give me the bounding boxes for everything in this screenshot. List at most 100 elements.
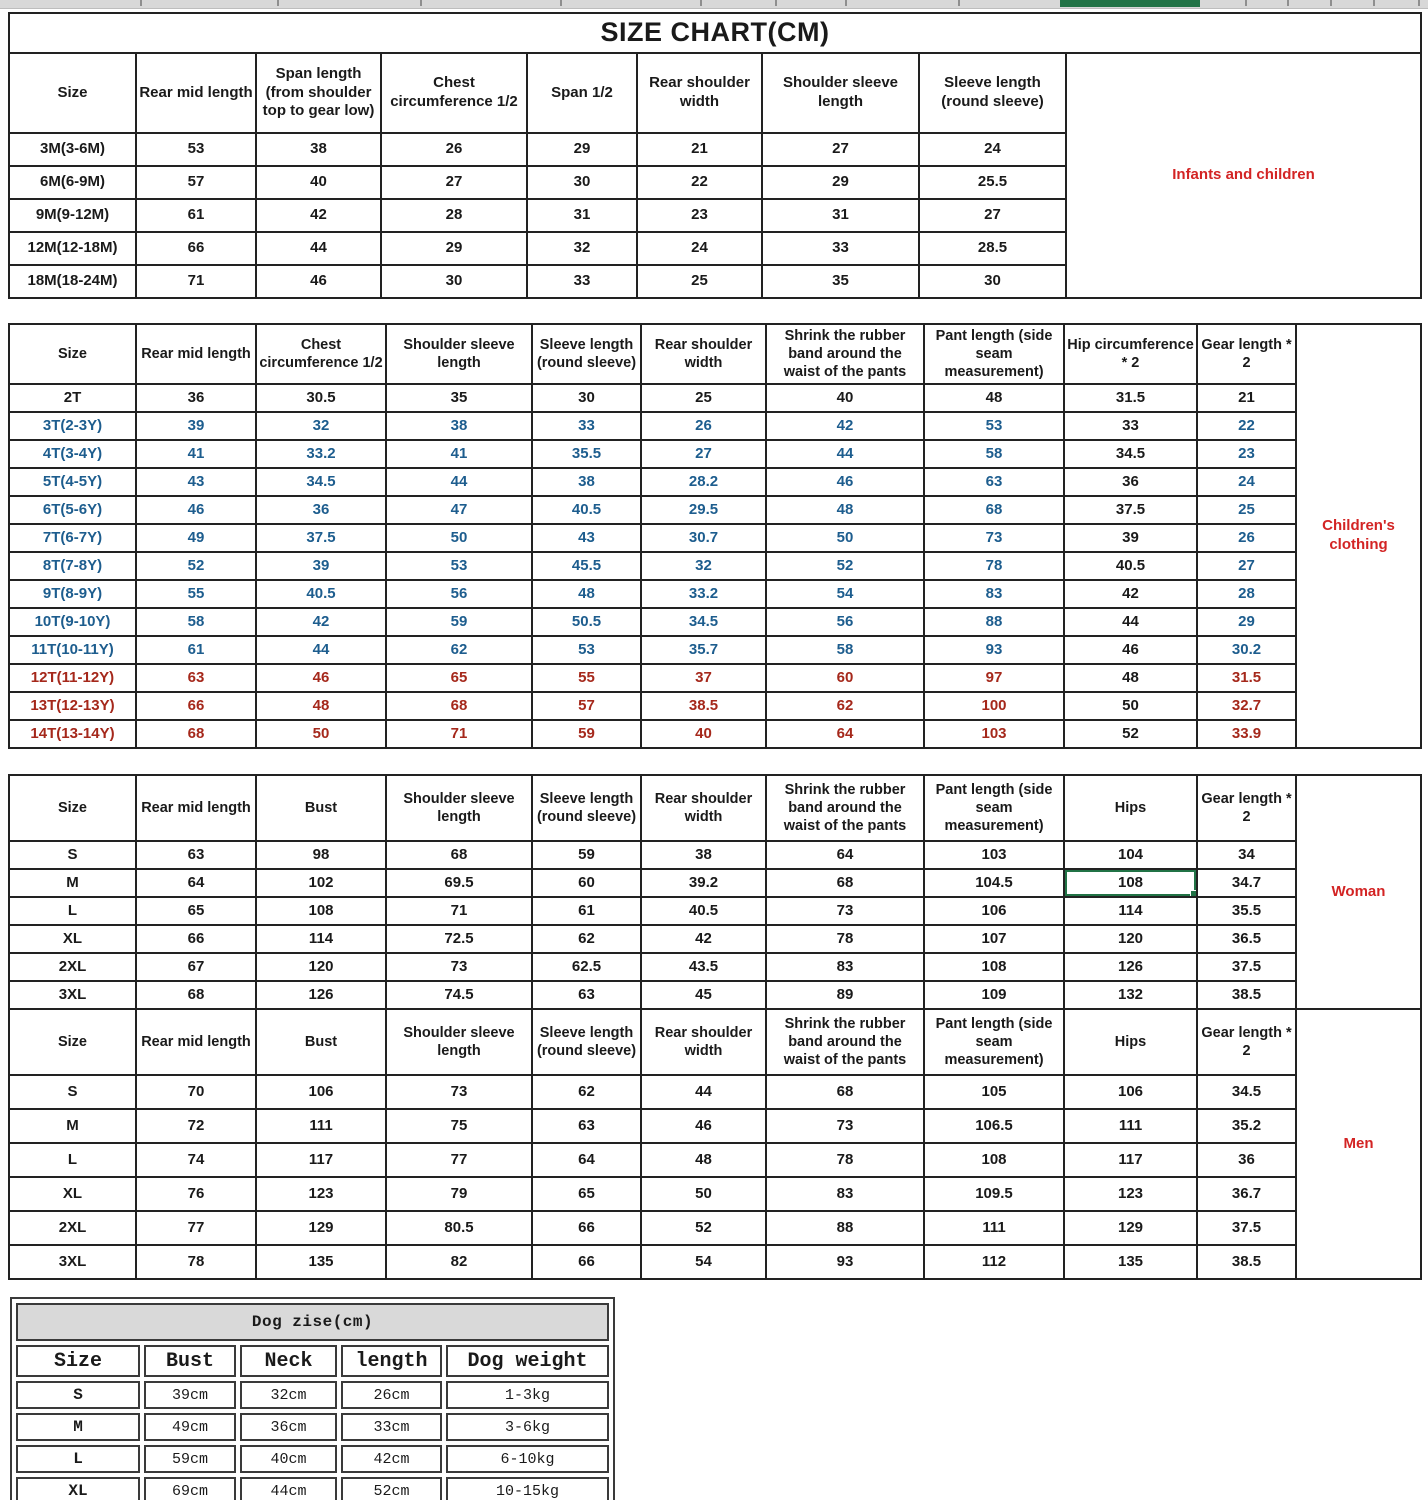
size-cell: M: [8, 868, 137, 898]
value-cell: 42: [640, 924, 767, 954]
value-cell: 73: [765, 896, 925, 926]
size-cell: M: [16, 1413, 140, 1441]
value-cell: 50: [765, 523, 925, 553]
value-cell: 114: [255, 924, 387, 954]
value-cell: 36.7: [1196, 1176, 1297, 1212]
column-header: Size: [8, 323, 137, 385]
value-cell: 38: [385, 411, 533, 441]
value-cell: 35: [761, 264, 920, 299]
value-cell: 37.5: [255, 523, 387, 553]
value-cell: 46: [255, 264, 382, 299]
value-cell: 62.5: [531, 952, 642, 982]
table-row: L 65 108 71 61 40.5 73 106 114 35.5: [8, 896, 1421, 926]
value-cell: 45.5: [531, 551, 642, 581]
value-cell: 24: [918, 132, 1067, 167]
value-cell: 22: [1196, 411, 1297, 441]
size-cell: 3XL: [8, 1244, 137, 1280]
table-row: 13T(12-13Y) 66 48 68 57 38.5 62 100 50 32.7: [8, 691, 1421, 721]
table-row: XL 76 123 79 65 50 83 109.5 123 36.7: [8, 1176, 1421, 1212]
men-size-table: Size Rear mid length Bust Shoulder sleeve l…: [8, 1008, 1422, 1280]
size-cell: 3T(2-3Y): [8, 411, 137, 441]
value-cell: 79: [385, 1176, 533, 1212]
size-cell: M: [8, 1108, 137, 1144]
chart-content: SIZE CHART(CM) Size Rear mid length Span l…: [8, 12, 1422, 1500]
value-cell: 33.2: [255, 439, 387, 469]
column-header: Chest circumference 1/2: [255, 323, 387, 385]
value-cell: 44: [385, 467, 533, 497]
value-cell: 54: [640, 1244, 767, 1280]
infants-size-table: SIZE CHART(CM) Size Rear mid length Span l…: [8, 12, 1422, 299]
value-cell: 34.7: [1196, 868, 1297, 898]
value-cell: 103: [923, 840, 1065, 870]
value-cell: 35.5: [531, 439, 642, 469]
value-cell: 37: [640, 663, 767, 693]
value-cell: 62: [531, 924, 642, 954]
value-cell: 30: [526, 165, 638, 200]
column-header: Rear shoulder width: [640, 774, 767, 842]
table-row: XL 66 114 72.5 62 42 78 107 120 36.5: [8, 924, 1421, 954]
value-cell: 61: [531, 896, 642, 926]
value-cell: 39: [1063, 523, 1198, 553]
table-row: 8T(7-8Y) 52 39 53 45.5 32 52 78 40.5 27: [8, 551, 1421, 581]
value-cell: 58: [923, 439, 1065, 469]
value-cell: 40: [255, 165, 382, 200]
value-cell: 39.2: [640, 868, 767, 898]
value-cell: 48: [640, 1142, 767, 1178]
table-row: 2XL 77 129 80.5 66 52 88 111 129 37.5: [8, 1210, 1421, 1246]
value-cell: 36: [1063, 467, 1198, 497]
value-cell: 66: [531, 1244, 642, 1280]
value-cell: 78: [765, 924, 925, 954]
table-row: 3XL 78 135 82 66 54 93 112 135 38.5: [8, 1244, 1421, 1280]
value-cell: 57: [531, 691, 642, 721]
value-cell: 126: [255, 980, 387, 1010]
value-cell: 55: [135, 579, 257, 609]
value-cell: 37.5: [1196, 1210, 1297, 1246]
table-row: M 72 111 75 63 46 73 106.5 111 35.2: [8, 1108, 1421, 1144]
value-cell: 46: [640, 1108, 767, 1144]
grid-tick: [775, 0, 777, 6]
table-row: 18M(18-24M) 71 46 30 33 25 35 30: [8, 264, 1421, 299]
value-cell: 83: [923, 579, 1065, 609]
value-cell: 114: [1063, 896, 1198, 926]
table-row: 2XL 67 120 73 62.5 43.5 83 108 126 37.5: [8, 952, 1421, 982]
value-cell: 112: [923, 1244, 1065, 1280]
dog-table-title: Dog zise(cm): [16, 1303, 609, 1341]
size-cell: 9T(8-9Y): [8, 579, 137, 609]
value-cell: 38: [255, 132, 382, 167]
value-cell: 52: [640, 1210, 767, 1246]
value-cell: 42: [765, 411, 925, 441]
size-cell: S: [8, 1074, 137, 1110]
value-cell: 28.2: [640, 467, 767, 497]
value-cell: 43: [531, 523, 642, 553]
chart-title: SIZE CHART(CM): [8, 12, 1422, 54]
value-cell: 50: [1063, 691, 1198, 721]
value-cell: 26cm: [341, 1381, 442, 1409]
chart-title-row: SIZE CHART(CM): [8, 12, 1422, 54]
value-cell: 32: [255, 411, 387, 441]
value-cell: 67: [135, 952, 257, 982]
column-header: Rear shoulder width: [640, 323, 767, 385]
value-cell: 22: [636, 165, 763, 200]
value-cell: 64: [135, 868, 257, 898]
value-cell: 50.5: [531, 607, 642, 637]
size-cell: 6M(6-9M): [8, 165, 137, 200]
value-cell: 77: [135, 1210, 257, 1246]
value-cell: 63: [923, 467, 1065, 497]
value-cell: 71: [385, 719, 533, 749]
value-cell: 29.5: [640, 495, 767, 525]
value-cell: 63: [135, 840, 257, 870]
table-row: 6M(6-9M) 57 40 27 30 22 29 25.5: [8, 165, 1421, 200]
value-cell: 40.5: [640, 896, 767, 926]
spreadsheet-top-gridline-strip: [0, 0, 1428, 9]
value-cell: 117: [1063, 1142, 1198, 1178]
value-cell: 48: [765, 495, 925, 525]
table-row: 9M(9-12M) 61 42 28 31 23 31 27: [8, 198, 1421, 233]
size-cell: L: [16, 1445, 140, 1473]
value-cell: 74: [135, 1142, 257, 1178]
value-cell: 53: [923, 411, 1065, 441]
value-cell: 42: [255, 607, 387, 637]
value-cell: 88: [765, 1210, 925, 1246]
value-cell: 65: [385, 663, 533, 693]
value-cell: 39cm: [144, 1381, 236, 1409]
value-cell: 23: [636, 198, 763, 233]
